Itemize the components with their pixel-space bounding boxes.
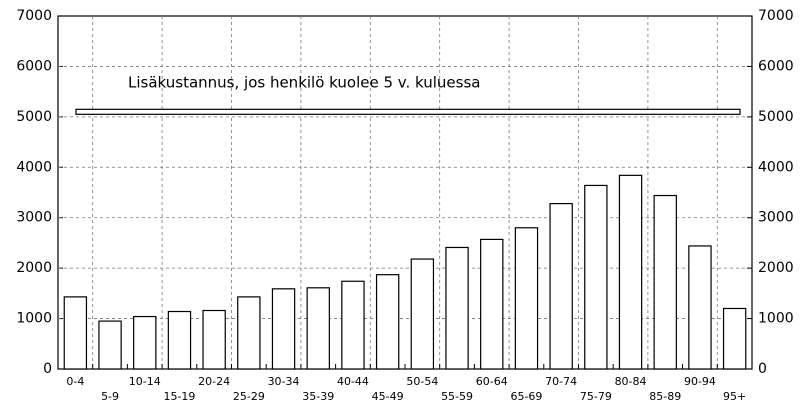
y2-tick-label: 1000 xyxy=(758,311,794,327)
y2-tick-label: 7000 xyxy=(758,8,794,24)
x-tick-label: 10-14 xyxy=(129,375,161,388)
x-tick-label: 5-9 xyxy=(101,390,119,403)
bar xyxy=(445,246,469,370)
bar xyxy=(549,202,573,370)
x-tick-label: 60-64 xyxy=(476,375,508,388)
bar xyxy=(237,296,261,370)
x-tick-label: 25-29 xyxy=(233,390,265,403)
bar xyxy=(722,307,747,370)
bar xyxy=(480,238,504,370)
y2-tick-label: 4000 xyxy=(758,159,794,175)
bar xyxy=(375,274,400,370)
bar xyxy=(98,320,122,370)
x-tick-label: 20-24 xyxy=(198,375,230,388)
x-tick-label: 95+ xyxy=(723,390,746,403)
y-tick-label: 2000 xyxy=(16,260,52,276)
y-tick-label: 7000 xyxy=(16,8,52,24)
x-tick-label: 80-84 xyxy=(615,375,647,388)
x-tick-label: 0-4 xyxy=(66,375,84,388)
bar xyxy=(341,280,365,370)
bar xyxy=(653,194,677,370)
x-tick-label: 45-49 xyxy=(372,390,404,403)
x-tick-label: 30-34 xyxy=(268,375,300,388)
x-tick-label: 50-54 xyxy=(406,375,438,388)
y-tick-label: 5000 xyxy=(16,109,52,125)
bar xyxy=(271,288,296,370)
x-tick-label: 15-19 xyxy=(163,390,195,403)
y2-tick-label: 6000 xyxy=(758,58,794,74)
x-tick-label: 75-79 xyxy=(580,390,612,403)
x-tick-label: 65-69 xyxy=(510,390,542,403)
y-tick-label: 1000 xyxy=(16,311,52,327)
y-tick-label: 6000 xyxy=(16,58,52,74)
bar xyxy=(133,315,157,370)
y2-tick-label: 0 xyxy=(758,361,767,377)
y-tick-label: 0 xyxy=(43,361,52,377)
bar xyxy=(167,310,192,370)
bar xyxy=(688,245,712,370)
reference-label: Lisäkustannus, jos henkilö kuolee 5 v. k… xyxy=(128,73,480,91)
y-tick-label: 4000 xyxy=(16,159,52,175)
bar xyxy=(306,287,330,370)
bar xyxy=(584,184,608,370)
bar xyxy=(618,174,643,370)
x-tick-label: 90-94 xyxy=(684,375,716,388)
bar xyxy=(410,258,435,370)
y2-tick-label: 2000 xyxy=(758,260,794,276)
bar xyxy=(202,309,226,370)
y2-tick-label: 3000 xyxy=(758,210,794,226)
bar xyxy=(514,227,539,370)
x-tick-label: 40-44 xyxy=(337,375,369,388)
x-tick-label: 55-59 xyxy=(441,390,473,403)
x-tick-label: 70-74 xyxy=(545,375,577,388)
y2-tick-label: 5000 xyxy=(758,109,794,125)
reference-band xyxy=(75,108,741,115)
x-tick-label: 35-39 xyxy=(302,390,334,403)
bar xyxy=(63,296,88,370)
y-tick-label: 3000 xyxy=(16,210,52,226)
x-tick-label: 85-89 xyxy=(649,390,681,403)
